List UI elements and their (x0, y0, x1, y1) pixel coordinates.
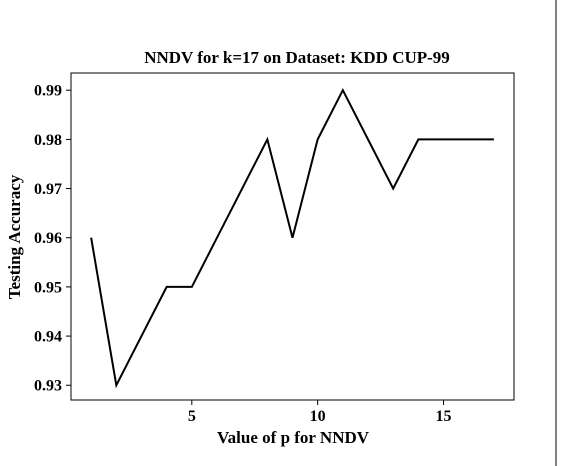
plot-area (70, 72, 515, 401)
y-tick-label: 0.96 (34, 230, 62, 247)
x-tick-label: 5 (188, 408, 196, 425)
y-tick-label: 0.95 (34, 279, 62, 296)
y-tick-label: 0.94 (34, 329, 62, 346)
x-tick-label: 10 (310, 408, 326, 425)
y-tick-label: 0.99 (34, 83, 62, 100)
y-axis: 0.93 0.94 0.95 0.96 0.97 0.98 0.99 (34, 83, 71, 395)
y-tick-label: 0.97 (34, 181, 62, 198)
x-axis: 5 10 15 (188, 400, 452, 425)
y-tick-label: 0.98 (34, 132, 62, 149)
y-axis-label: Testing Accuracy (5, 174, 24, 299)
series-line-0 (90, 88, 494, 389)
x-axis-label: Value of p for NNDV (217, 428, 370, 447)
x-tick-label: 15 (436, 408, 452, 425)
series-layer (90, 88, 494, 389)
y-tick-label: 0.93 (34, 378, 62, 395)
chart-title: NNDV for k=17 on Dataset: KDD CUP-99 (144, 48, 450, 67)
